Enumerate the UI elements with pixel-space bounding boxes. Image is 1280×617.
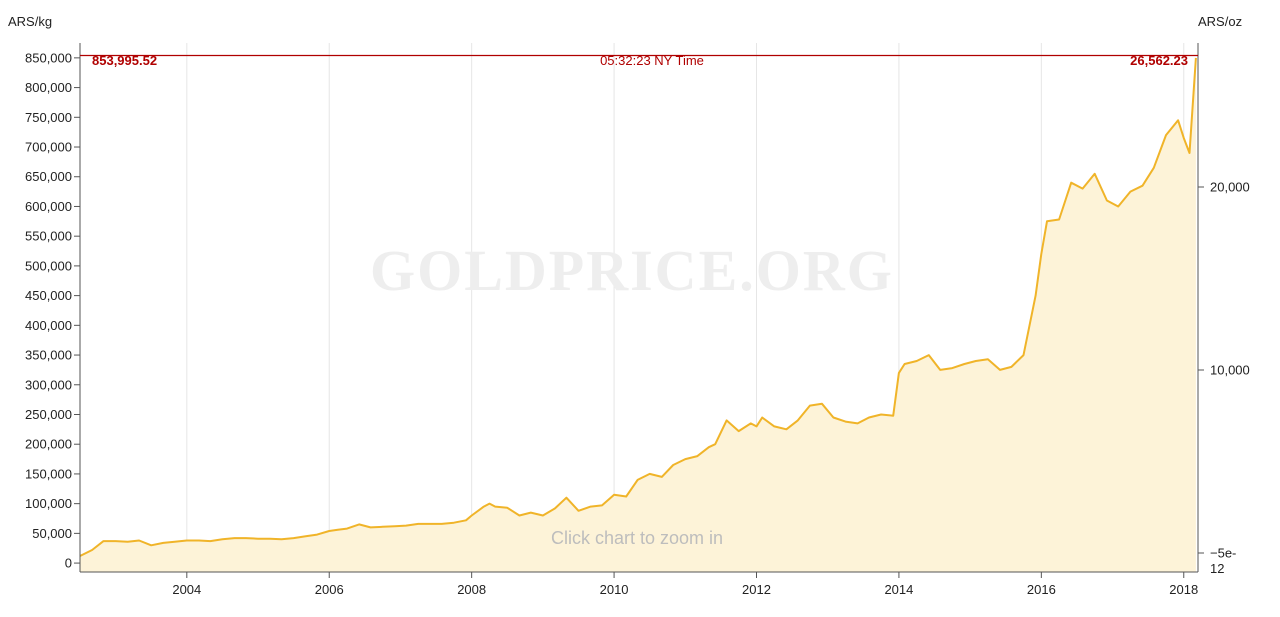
y-tick-label: 100,000 — [25, 496, 72, 511]
x-axis-ticks: 2004 2006 2008 2010 2012 2014 2016 2018 — [172, 572, 1198, 597]
axes — [79, 43, 1199, 573]
y-tick-label: 400,000 — [25, 318, 72, 333]
price-line — [79, 57, 1197, 557]
left-y-axis-ticks: 0 50,000 100,000 150,000 200,000 250,000 300,0… — [25, 50, 80, 571]
right-tick-label: 10,000 — [1210, 363, 1250, 378]
right-axis-unit: ARS/oz — [1198, 14, 1242, 29]
grid-lines — [186, 43, 1185, 572]
x-tick-label: 2004 — [172, 582, 201, 597]
x-tick-label: 2010 — [600, 582, 629, 597]
y-tick-label: 850,000 — [25, 50, 72, 65]
right-y-axis-ticks: 20,000 10,000 −5e-12 — [1198, 180, 1250, 576]
x-tick-label: 2008 — [457, 582, 486, 597]
y-tick-label: 300,000 — [25, 377, 72, 392]
x-tick-label: 2012 — [742, 582, 771, 597]
y-tick-label: 50,000 — [32, 526, 72, 541]
right-tick-label: 20,000 — [1210, 180, 1250, 195]
right-tick-label: −5e- — [1210, 546, 1236, 561]
current-price-kg: 853,995.52 — [92, 53, 157, 68]
y-tick-label: 250,000 — [25, 407, 72, 422]
price-area — [80, 57, 1196, 572]
right-tick-label-wrap: 12 — [1210, 561, 1224, 576]
y-tick-label: 700,000 — [25, 140, 72, 155]
x-tick-label: 2014 — [884, 582, 913, 597]
y-tick-label: 800,000 — [25, 80, 72, 95]
y-tick-label: 500,000 — [25, 258, 72, 273]
timestamp: 05:32:23 NY Time — [600, 53, 704, 68]
y-tick-label: 650,000 — [25, 169, 72, 184]
y-tick-label: 750,000 — [25, 110, 72, 125]
x-tick-label: 2018 — [1169, 582, 1198, 597]
x-tick-label: 2016 — [1027, 582, 1056, 597]
watermark: GOLDPRICE.ORG — [370, 238, 894, 303]
y-tick-label: 150,000 — [25, 466, 72, 481]
y-tick-label: 450,000 — [25, 288, 72, 303]
y-tick-label: 350,000 — [25, 348, 72, 363]
y-tick-label: 0 — [65, 556, 72, 571]
x-tick-label: 2006 — [315, 582, 344, 597]
y-tick-label: 550,000 — [25, 229, 72, 244]
current-price-oz: 26,562.23 — [1130, 53, 1188, 68]
left-axis-unit: ARS/kg — [8, 14, 52, 29]
y-tick-label: 200,000 — [25, 437, 72, 452]
y-tick-label: 600,000 — [25, 199, 72, 214]
zoom-hint[interactable]: Click chart to zoom in — [551, 528, 723, 548]
